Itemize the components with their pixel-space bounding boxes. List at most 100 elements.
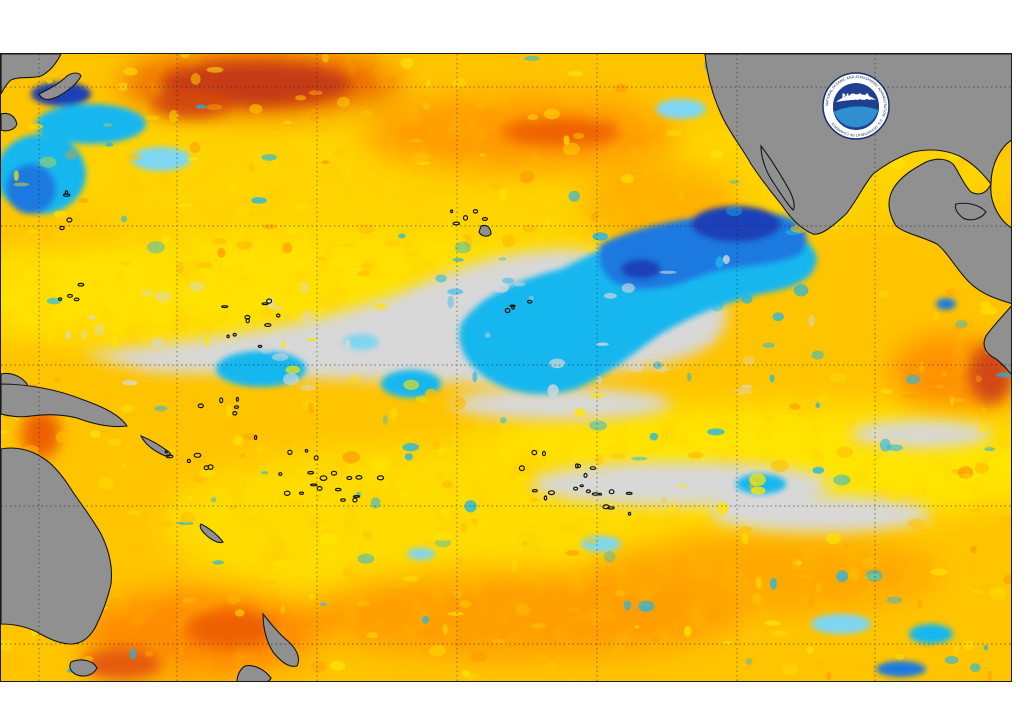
speckle xyxy=(360,262,373,271)
speckle xyxy=(442,480,453,489)
speckle xyxy=(212,238,227,245)
speckle xyxy=(360,109,374,119)
speckle xyxy=(357,270,370,277)
speckle xyxy=(249,104,263,114)
sst-anomaly-map: NOAA NATIONAL OCEANIC AND ATMOSPHERIC AD… xyxy=(0,53,1012,682)
speckle xyxy=(886,596,903,604)
speckle xyxy=(941,371,947,377)
speckle xyxy=(594,453,604,466)
speckle xyxy=(127,510,143,516)
speckle xyxy=(966,505,978,509)
speckle xyxy=(983,645,988,651)
speckle xyxy=(825,532,841,545)
speckle xyxy=(233,435,244,446)
speckle xyxy=(123,67,138,76)
speckle xyxy=(769,374,775,383)
island xyxy=(164,450,168,454)
speckle xyxy=(741,532,749,545)
speckle xyxy=(281,340,286,349)
speckle xyxy=(944,656,959,664)
speckle xyxy=(689,662,705,668)
speckle xyxy=(894,654,905,660)
speckle xyxy=(87,315,96,320)
speckle xyxy=(53,210,67,218)
speckle xyxy=(257,446,263,453)
speckle xyxy=(442,624,448,635)
speckle xyxy=(596,376,603,385)
speckle xyxy=(808,597,815,608)
speckle xyxy=(528,295,534,301)
island xyxy=(585,489,592,494)
island xyxy=(219,397,224,404)
speckle xyxy=(796,574,814,579)
speckle xyxy=(573,408,587,417)
speckle xyxy=(343,566,353,579)
speckle xyxy=(957,466,974,480)
speckle xyxy=(46,331,55,343)
speckle xyxy=(306,337,318,342)
island xyxy=(313,455,319,461)
speckle xyxy=(422,102,430,110)
speckle xyxy=(953,398,964,403)
speckle xyxy=(182,597,197,604)
speckle xyxy=(734,387,753,395)
land-yucatan xyxy=(954,202,987,221)
noaa-logo: NOAA NATIONAL OCEANIC AND ATMOSPHERIC AD… xyxy=(822,72,890,140)
speckle xyxy=(900,394,918,399)
speckle xyxy=(726,206,743,217)
island xyxy=(355,475,363,480)
speckle xyxy=(435,274,447,283)
speckle xyxy=(121,404,134,413)
speckle xyxy=(522,541,528,546)
speckle xyxy=(464,500,477,513)
speckle xyxy=(180,54,190,59)
speckle xyxy=(371,459,390,472)
speckle xyxy=(980,407,987,418)
speckle xyxy=(179,223,184,229)
speckle xyxy=(545,217,550,225)
speckle xyxy=(864,481,879,487)
speckle xyxy=(263,224,276,230)
speckle xyxy=(999,516,1011,525)
speckle xyxy=(329,660,346,671)
speckle xyxy=(357,553,375,564)
speckle xyxy=(545,661,559,670)
island xyxy=(531,489,538,493)
speckle xyxy=(469,650,488,663)
noaa-wordmark: NOAA xyxy=(842,93,871,103)
speckle xyxy=(573,132,585,140)
speckle xyxy=(519,170,535,184)
speckle xyxy=(26,229,38,234)
speckle xyxy=(295,95,307,101)
speckle xyxy=(898,235,910,244)
island xyxy=(602,504,610,510)
speckle xyxy=(75,255,83,259)
speckle xyxy=(126,153,142,161)
speckle xyxy=(322,54,329,63)
speckle xyxy=(488,552,494,556)
speckle xyxy=(661,497,667,504)
speckle xyxy=(447,611,464,616)
speckle xyxy=(498,257,507,261)
speckle xyxy=(179,644,184,657)
speckle xyxy=(432,440,441,451)
speckle xyxy=(933,311,940,321)
land-new-caledonia xyxy=(199,523,224,544)
speckle xyxy=(956,668,965,678)
speckle xyxy=(453,590,463,598)
speckle xyxy=(490,318,497,329)
speckle xyxy=(953,287,968,298)
speckle xyxy=(863,343,873,350)
speckle xyxy=(940,649,945,658)
speckle xyxy=(251,197,267,204)
speckle xyxy=(120,261,131,266)
speckle xyxy=(567,70,584,77)
island xyxy=(220,305,229,309)
speckle xyxy=(631,456,648,461)
speckle xyxy=(953,643,960,656)
speckle xyxy=(187,157,199,162)
speckle xyxy=(741,294,753,304)
speckle xyxy=(402,575,419,582)
speckle xyxy=(563,135,570,145)
speckle xyxy=(382,415,388,425)
